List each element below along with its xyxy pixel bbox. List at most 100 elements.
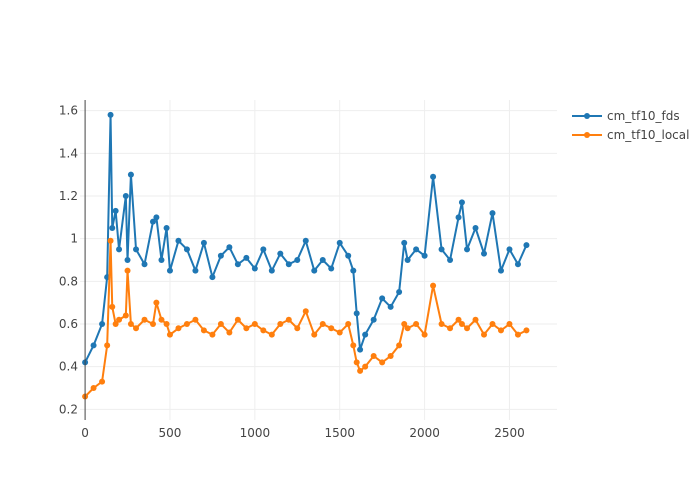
data-point [107,111,114,118]
data-point [350,342,357,349]
data-point [438,321,445,327]
data-point [209,274,216,281]
data-point [345,252,352,259]
data-point [387,353,394,359]
data-point [294,257,301,263]
data-point [472,225,479,231]
y-tick-label: 1.4 [59,146,78,160]
data-point [421,331,428,338]
x-tick-label: 0 [81,426,89,440]
y-tick-label: 1 [70,232,78,246]
data-point [438,246,445,253]
data-point [523,327,530,334]
data-point [464,325,471,332]
data-point [319,321,326,327]
data-point [158,257,165,263]
data-point [379,359,386,366]
legend-label: cm_tf10_local [607,128,689,142]
y-tick-label: 0.6 [59,317,78,331]
data-point [472,316,479,323]
data-point [183,321,190,327]
data-point [234,316,241,323]
data-point [350,267,357,274]
data-point [523,242,530,249]
data-point [192,267,199,274]
data-point [497,327,504,334]
data-point [104,342,111,349]
data-point [302,237,309,244]
data-point [455,316,462,323]
data-point [192,316,199,323]
data-point [430,282,437,289]
data-point [153,299,160,306]
data-point [311,331,318,338]
data-point [166,267,173,274]
y-tick-label: 0.8 [59,274,78,288]
data-point [328,265,335,272]
legend-swatch-marker [584,113,590,119]
data-point [353,310,360,317]
data-point [260,246,267,253]
data-point [370,353,377,359]
data-point [217,252,224,259]
data-point [514,261,521,268]
legend-item[interactable]: cm_tf10_fds [572,109,680,123]
data-point [357,346,364,353]
data-point [127,321,134,327]
data-point [149,218,156,225]
data-point [226,329,233,336]
data-point [243,325,250,332]
data-point [319,257,326,263]
data-point [268,267,275,274]
data-point [413,321,420,327]
data-point [370,316,377,323]
data-point [458,321,465,327]
series-cm_tf10_local [82,237,530,400]
legend-swatch-marker [584,132,590,138]
legend-item[interactable]: cm_tf10_local [572,128,689,142]
data-point [328,325,335,332]
data-point [357,367,364,374]
data-point [481,331,488,338]
x-tick-label: 1000 [240,426,271,440]
data-point [217,321,224,327]
data-point [124,267,131,274]
data-point [133,246,140,253]
data-point [396,289,403,295]
y-tick-label: 1.2 [59,189,78,203]
data-point [387,303,394,310]
data-point [243,254,250,261]
data-point [200,327,207,334]
y-tick-label: 1.6 [59,104,78,118]
data-point [506,321,513,327]
data-point [90,342,97,349]
data-point [112,321,119,327]
data-point [158,316,165,323]
data-point [251,265,258,272]
data-point [251,321,258,327]
data-point [133,325,140,332]
data-point [294,325,301,332]
data-point [122,312,129,319]
data-point [153,214,160,221]
legend[interactable]: cm_tf10_fds cm_tf10_local [572,109,689,142]
legend-label: cm_tf10_fds [607,109,680,123]
data-point [163,225,170,231]
x-tick-label: 1500 [324,426,355,440]
data-point [404,257,411,263]
data-point [107,237,114,244]
data-point [447,325,454,332]
data-point [353,359,360,366]
y-axis-ticks: 0.2 0.4 0.6 0.8 1 1.2 1.4 1.6 [59,104,78,417]
data-point [163,321,170,327]
data-point [141,261,148,268]
data-point [90,385,97,391]
x-tick-label: 2500 [494,426,525,440]
data-point [447,257,454,263]
data-point [166,331,173,338]
data-point [209,331,216,338]
data-point [99,378,106,385]
data-point [277,250,284,257]
data-point [277,321,284,327]
